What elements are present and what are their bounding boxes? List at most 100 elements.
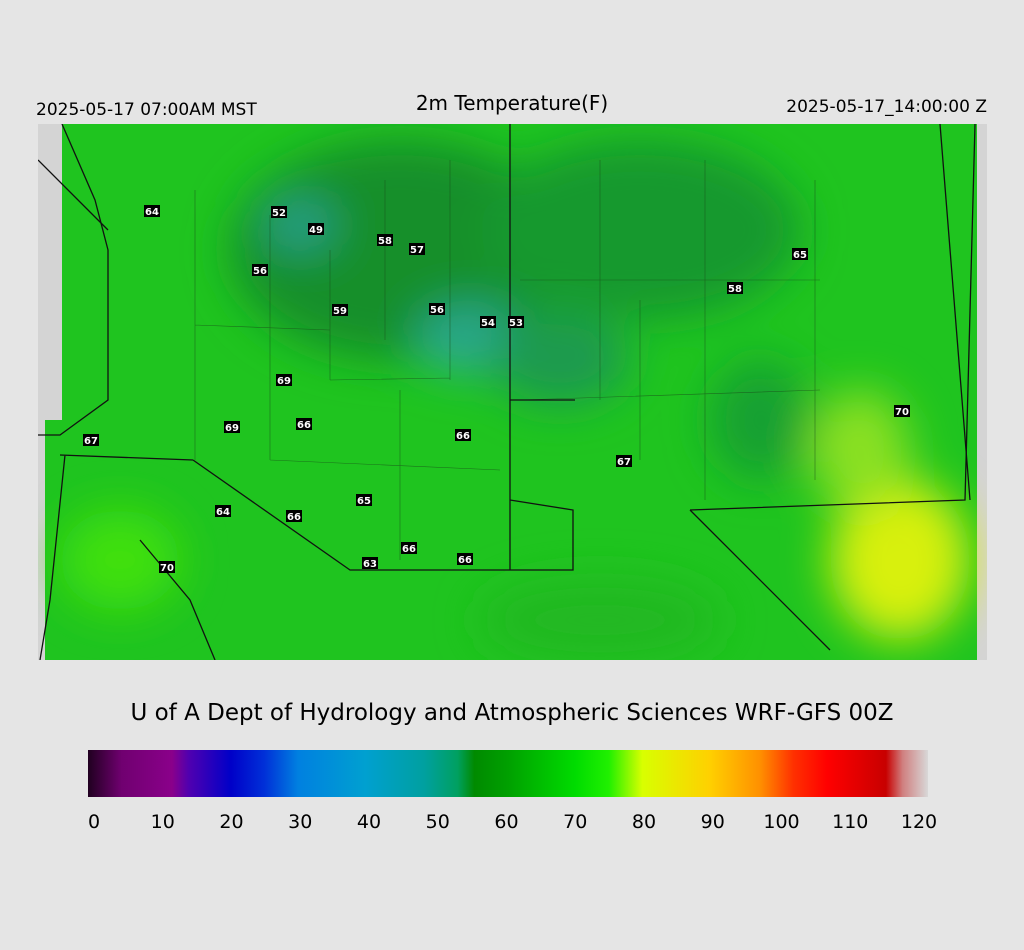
station: 58 (377, 234, 393, 247)
station-temp: 63 (363, 559, 377, 570)
station-temp: 66 (456, 431, 470, 442)
station-box (616, 455, 632, 467)
station-box (508, 316, 524, 328)
station-box (224, 421, 240, 433)
color-tick-label: 30 (288, 811, 312, 833)
station-temp: 70 (160, 563, 174, 574)
station-box (252, 264, 268, 276)
station-box (480, 316, 496, 328)
station: 66 (286, 510, 302, 523)
color-tick-label: 120 (901, 811, 937, 833)
color-tick-label: 50 (426, 811, 450, 833)
station-box (377, 234, 393, 246)
color-tick-label: 80 (632, 811, 656, 833)
station-temp: 52 (272, 208, 286, 219)
station-box (356, 494, 372, 506)
station-box (296, 418, 312, 430)
station-temp: 66 (297, 420, 311, 431)
station: 66 (296, 418, 312, 431)
color-tick-label: 40 (357, 811, 381, 833)
station-temp: 69 (277, 376, 291, 387)
color-tick-label: 100 (763, 811, 799, 833)
station-temp: 58 (378, 236, 392, 247)
station-labels: 64 52 49 58 57 56 65 58 59 56 54 53 69 70 69 66 67 66 67 65… (83, 205, 910, 574)
station: 66 (455, 429, 471, 442)
station-temp: 49 (309, 225, 323, 236)
station: 64 (215, 505, 231, 518)
station-box (792, 248, 808, 260)
station: 56 (252, 264, 268, 277)
station-temp: 59 (333, 306, 347, 317)
station-temp: 67 (617, 457, 631, 468)
station: 69 (224, 421, 240, 434)
station-temp: 54 (481, 318, 495, 329)
station-box (332, 304, 348, 316)
station-box (429, 303, 445, 315)
station-box (83, 434, 99, 446)
station: 59 (332, 304, 348, 317)
color-tick-label: 0 (88, 811, 100, 833)
color-tick-label: 10 (151, 811, 175, 833)
station-temp: 56 (430, 305, 444, 316)
credit-line: U of A Dept of Hydrology and Atmospheric… (130, 700, 893, 726)
station-box (159, 561, 175, 573)
station: 52 (271, 206, 287, 219)
station-temp: 66 (458, 555, 472, 566)
valid-time-utc: 2025-05-17_14:00:00 Z (786, 97, 987, 117)
station: 57 (409, 243, 425, 256)
station-temp: 66 (287, 512, 301, 523)
station-box (894, 405, 910, 417)
station-box (401, 542, 417, 554)
station-temp: 64 (145, 207, 159, 218)
station-temp: 66 (402, 544, 416, 555)
station: 66 (457, 553, 473, 566)
station: 70 (894, 405, 910, 418)
station-box (286, 510, 302, 522)
color-tick-label: 110 (832, 811, 868, 833)
station-box (409, 243, 425, 255)
station-box (362, 557, 378, 569)
station-temp: 65 (357, 496, 371, 507)
station-temp: 70 (895, 407, 909, 418)
station-box (276, 374, 292, 386)
station-temp: 53 (509, 318, 523, 329)
station-temp: 65 (793, 250, 807, 261)
valid-time-local: 2025-05-17 07:00AM MST (36, 100, 257, 120)
station-temp: 57 (410, 245, 424, 256)
color-tick-label: 60 (494, 811, 518, 833)
station: 64 (144, 205, 160, 218)
station-box (727, 282, 743, 294)
station: 67 (616, 455, 632, 468)
color-scale-bar (88, 750, 928, 797)
station-temp: 58 (728, 284, 742, 295)
station: 70 (159, 561, 175, 574)
station-box (144, 205, 160, 217)
color-tick-label: 90 (701, 811, 725, 833)
station: 65 (356, 494, 372, 507)
station: 69 (276, 374, 292, 387)
color-scale-ticks: 0 10 20 30 40 50 60 70 80 90 100 110 120 (88, 811, 937, 833)
temperature-field (38, 124, 987, 660)
station-box (215, 505, 231, 517)
station-box (457, 553, 473, 565)
map-title: 2m Temperature(F) (416, 91, 608, 115)
station-temp: 64 (216, 507, 230, 518)
color-tick-label: 70 (563, 811, 587, 833)
station-temp: 67 (84, 436, 98, 447)
station-temp: 56 (253, 266, 267, 277)
station: 63 (362, 557, 378, 570)
station-box (271, 206, 287, 218)
station: 67 (83, 434, 99, 447)
station: 56 (429, 303, 445, 316)
station: 53 (508, 316, 524, 329)
station: 65 (792, 248, 808, 261)
station: 66 (401, 542, 417, 555)
station-temp: 69 (225, 423, 239, 434)
station: 58 (727, 282, 743, 295)
station-box (308, 223, 324, 235)
station: 54 (480, 316, 496, 329)
station-box (455, 429, 471, 441)
color-tick-label: 20 (219, 811, 243, 833)
station: 49 (308, 223, 324, 236)
